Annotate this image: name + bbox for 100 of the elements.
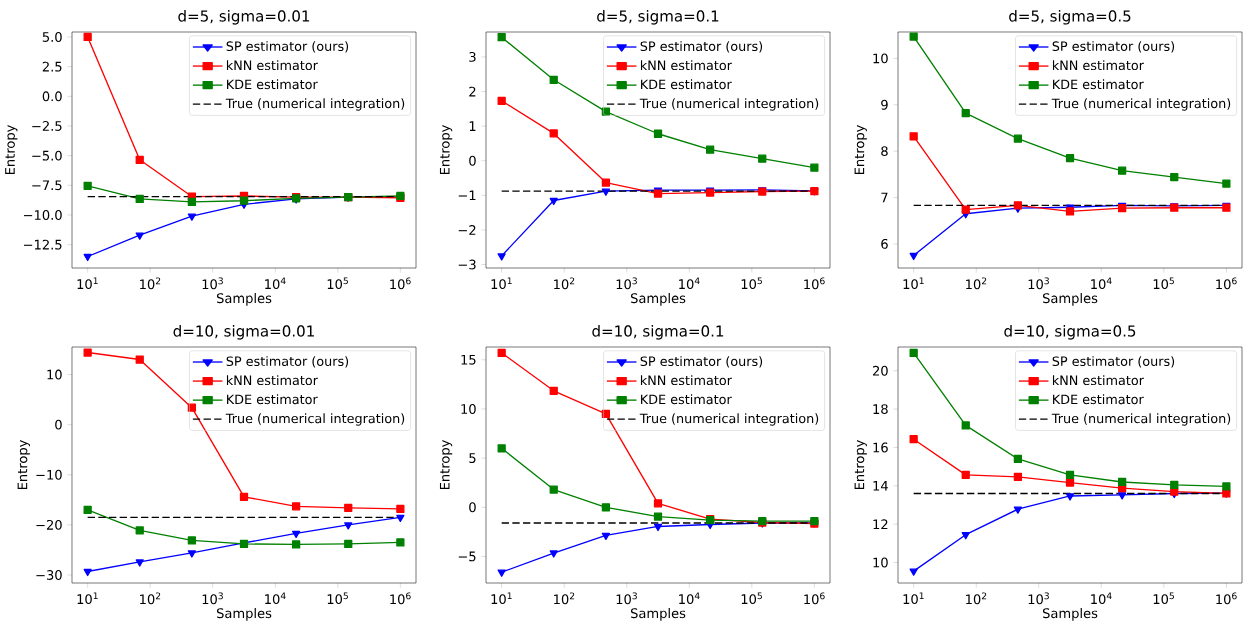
x-tick-label: 10$^{1}$ [77, 277, 98, 290]
legend-label: SP estimator (ours) [226, 41, 349, 53]
y-tick-label: −2.5 [32, 121, 62, 131]
y-tick-label: 10 [873, 53, 888, 64]
legend-label: KDE estimator [641, 79, 732, 90]
chart-title: d=10, sigma=0.5 [1004, 325, 1136, 340]
y-tick-label: 12 [873, 519, 888, 529]
x-axis-title: Samples [216, 608, 272, 621]
legend-label: KDE estimator [227, 79, 318, 90]
x-tick-label: 10$^{5}$ [1153, 277, 1174, 290]
legend-label: True (numerical integration) [1051, 98, 1231, 111]
legend-label: KDE estimator [641, 394, 732, 405]
x-tick-label: 10$^{5}$ [741, 592, 762, 605]
legend-label: True (numerical integration) [225, 98, 405, 111]
legend-label: kNN estimator [1052, 60, 1144, 71]
chart-title: d=10, sigma=0.1 [592, 325, 724, 340]
legend-label: SP estimator (ours) [640, 41, 763, 53]
legend-label: SP estimator (ours) [1052, 356, 1175, 368]
x-tick-label: 10$^{2}$ [966, 277, 987, 290]
y-tick-label: 0 [469, 502, 476, 513]
x-axis-title: Samples [1042, 293, 1098, 306]
legend-label: True (numerical integration) [639, 98, 819, 111]
x-tick-label: 10$^{6}$ [804, 592, 825, 605]
x-tick-label: 10$^{3}$ [202, 592, 223, 605]
legend-label: kNN estimator [1052, 375, 1144, 386]
x-tick-label: 10$^{1}$ [77, 592, 98, 605]
legend-label: kNN estimator [640, 60, 732, 71]
y-tick-label: 10 [47, 369, 62, 380]
x-tick-label: 10$^{5}$ [327, 592, 348, 605]
x-tick-label: 10$^{5}$ [741, 277, 762, 290]
y-axis-title: Entropy [854, 440, 867, 490]
x-tick-label: 10$^{4}$ [265, 592, 286, 605]
x-tick-label: 10$^{4}$ [265, 277, 286, 290]
chart-title: d=5, sigma=0.5 [1009, 10, 1131, 25]
x-tick-label: 10$^{2}$ [966, 592, 987, 605]
y-tick-label: −30 [36, 570, 62, 580]
x-axis-title: Samples [630, 608, 686, 621]
x-tick-label: 10$^{3}$ [1028, 277, 1049, 290]
y-tick-label: 20 [872, 365, 888, 376]
x-tick-label: 10$^{4}$ [1091, 277, 1112, 290]
x-tick-label: 10$^{6}$ [804, 277, 825, 290]
legend-label: True (numerical integration) [1051, 413, 1231, 426]
x-tick-label: 10$^{3}$ [616, 277, 637, 290]
y-tick-label: 3 [469, 51, 476, 62]
y-tick-label: 16 [873, 442, 888, 453]
x-tick-label: 10$^{6}$ [390, 277, 411, 290]
y-axis-title: Entropy [5, 125, 18, 175]
x-tick-label: 10$^{4}$ [679, 277, 700, 290]
x-tick-label: 10$^{1}$ [903, 592, 924, 605]
x-tick-label: 10$^{3}$ [616, 592, 637, 605]
x-tick-label: 10$^{1}$ [491, 277, 512, 290]
y-tick-label: 18 [873, 404, 888, 415]
y-tick-label: 14 [873, 481, 888, 491]
y-tick-label: −20 [36, 519, 62, 530]
y-tick-label: 1 [469, 121, 476, 131]
y-tick-label: 0 [55, 419, 62, 430]
y-tick-label: 8 [881, 146, 888, 157]
x-tick-label: 10$^{2}$ [554, 277, 575, 290]
x-tick-label: 10$^{1}$ [903, 277, 924, 290]
y-tick-label: 2.5 [42, 61, 62, 72]
y-tick-label: 6 [881, 238, 888, 249]
x-tick-label: 10$^{4}$ [1091, 592, 1112, 605]
x-tick-label: 10$^{3}$ [1028, 592, 1049, 605]
legend-label: SP estimator (ours) [226, 356, 349, 368]
legend-label: SP estimator (ours) [640, 356, 763, 368]
y-tick-label: 2 [469, 86, 476, 97]
x-tick-label: 10$^{5}$ [327, 277, 348, 290]
y-tick-label: −2 [458, 225, 476, 235]
legend-label: kNN estimator [226, 375, 318, 386]
y-tick-label: 10 [461, 404, 476, 414]
y-tick-label: −10 [36, 469, 62, 480]
y-tick-label: 5 [469, 453, 476, 463]
y-tick-label: −3 [458, 259, 476, 270]
x-tick-label: 10$^{1}$ [491, 592, 512, 605]
y-tick-label: −5.0 [32, 150, 62, 161]
y-tick-label: −5 [458, 551, 476, 562]
legend-label: kNN estimator [226, 60, 318, 71]
y-tick-label: 5.0 [42, 32, 62, 42]
legend-label: KDE estimator [227, 394, 318, 405]
x-tick-label: 10$^{3}$ [202, 277, 223, 290]
x-tick-label: 10$^{4}$ [679, 592, 700, 605]
legend-label: KDE estimator [1053, 394, 1144, 405]
x-tick-label: 10$^{2}$ [140, 277, 161, 290]
y-axis-title: Entropy [17, 440, 30, 490]
chart-title: d=5, sigma=0.01 [178, 10, 310, 25]
x-axis-title: Samples [630, 293, 686, 306]
y-axis-title: Entropy [439, 440, 453, 490]
y-tick-label: −12.5 [23, 239, 62, 250]
y-tick-label: 0 [469, 155, 476, 166]
x-tick-label: 10$^{6}$ [390, 592, 411, 605]
x-axis-title: Samples [216, 293, 272, 306]
y-axis-title: Entropy [854, 124, 867, 175]
chart-title: d=5, sigma=0.1 [597, 10, 719, 25]
x-axis-title: Samples [1042, 608, 1098, 621]
y-tick-label: 0.0 [42, 91, 62, 102]
y-tick-label: −7.5 [32, 180, 62, 191]
legend-label: KDE estimator [1053, 79, 1144, 90]
y-tick-label: 15 [461, 354, 476, 365]
x-tick-label: 10$^{2}$ [554, 592, 575, 605]
x-tick-label: 10$^{2}$ [140, 592, 161, 605]
